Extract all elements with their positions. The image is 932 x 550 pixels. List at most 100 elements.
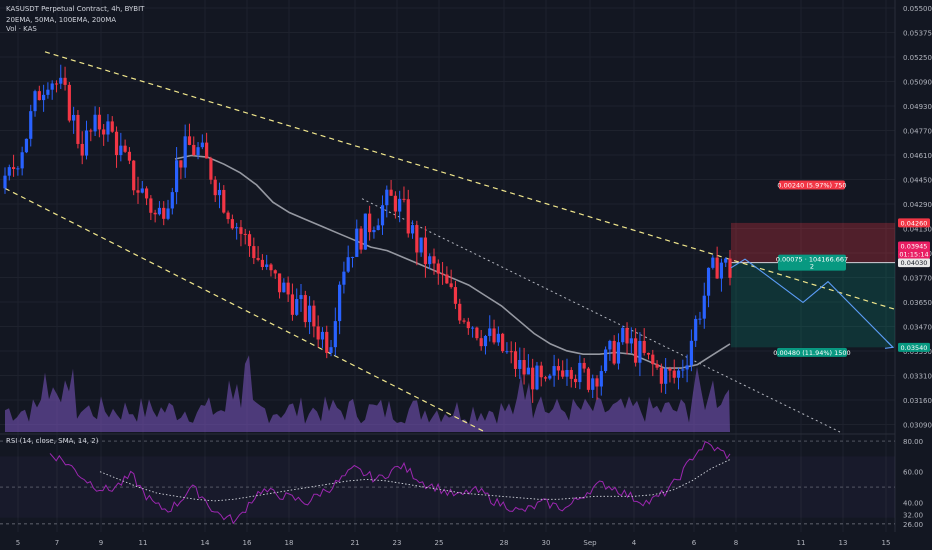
candle [685, 365, 689, 370]
position-label-text: 0.00480 (11.94%) 1500 [773, 349, 850, 357]
candle [153, 212, 157, 215]
candle [50, 83, 54, 90]
candle [20, 152, 24, 169]
candle [629, 338, 633, 344]
candle [501, 333, 505, 352]
candle [505, 351, 509, 353]
candle [273, 270, 277, 274]
time-tick-label: 11 [797, 539, 806, 547]
candle [123, 145, 127, 152]
price-tick-label: 0.03310 [903, 373, 932, 381]
candle [402, 198, 406, 200]
candle [724, 258, 728, 263]
candle [423, 237, 428, 265]
volume-legend[interactable]: Vol · KAS [6, 25, 37, 33]
candle [226, 212, 230, 220]
candle [11, 167, 16, 170]
candle [711, 257, 715, 268]
position-box[interactable] [731, 222, 895, 348]
projection-path[interactable] [730, 258, 895, 349]
price-tag [898, 249, 930, 259]
time-tick-label: 25 [435, 539, 444, 547]
candle [578, 362, 582, 383]
candle [136, 190, 140, 193]
candle [428, 256, 432, 265]
candle [599, 371, 603, 387]
rsi-tick-label: 80.00 [903, 438, 923, 446]
position-label-text: 0.00240 (5.97%) 750 [777, 182, 846, 190]
candle [89, 130, 93, 132]
ma-legend[interactable]: 20EMA, 50MA, 100EMA, 200MA [6, 16, 117, 24]
candle [535, 365, 539, 390]
price-axis[interactable]: 0.05500 0.05375 0.05250 0.05090 0.04930 0.047… [903, 5, 932, 529]
candle [149, 198, 153, 213]
candle [719, 262, 724, 279]
price-tag-label: 0.04030 [901, 259, 928, 267]
candle [603, 349, 608, 372]
rsi-panel [0, 440, 895, 525]
candle [252, 246, 256, 259]
price-tag-label: 0.03540 [901, 344, 928, 352]
candle [67, 84, 71, 121]
candle [209, 158, 213, 180]
candle [16, 168, 20, 170]
rsi-legend[interactable]: RSI (14, close, SMA, 14, 2) [6, 437, 99, 445]
candle [222, 189, 226, 213]
candle [325, 331, 329, 353]
candle [625, 327, 629, 344]
candle [479, 338, 483, 347]
candle [269, 264, 273, 271]
rsi-tick-label: 26.00 [903, 521, 923, 529]
candle [389, 189, 393, 196]
candle [453, 287, 458, 304]
moving-average [174, 154, 731, 369]
rsi-sma-line [99, 459, 731, 502]
price-tick-label: 0.05500 [903, 5, 932, 13]
candle [591, 378, 595, 390]
rsi-tick-label: 32.00 [903, 512, 923, 520]
candle [608, 340, 612, 350]
candle [166, 208, 170, 219]
upper-channel-line [44, 51, 896, 310]
candle [290, 294, 295, 315]
position-label-sub: 2 [810, 263, 814, 271]
candle [634, 338, 638, 363]
candle [359, 228, 363, 250]
candle [119, 145, 123, 156]
price-tick-label: 0.04770 [903, 128, 932, 136]
candle [552, 366, 556, 376]
candle [445, 274, 449, 284]
candle [179, 160, 183, 168]
price-tick-label: 0.04930 [903, 103, 932, 111]
candle [531, 367, 535, 390]
candle [299, 295, 303, 300]
candle [539, 365, 543, 378]
trendlines[interactable] [4, 51, 896, 433]
price-tick-label: 0.05090 [903, 79, 932, 87]
candle [492, 328, 496, 343]
candle [80, 143, 84, 156]
candle [243, 233, 247, 235]
position-label-box [778, 254, 846, 271]
candle [333, 321, 337, 348]
candle [569, 369, 573, 379]
candle [616, 342, 621, 364]
candle [144, 188, 149, 199]
candle [205, 142, 209, 159]
candle [213, 179, 217, 196]
candle [97, 114, 101, 130]
candle [29, 111, 33, 139]
candle [247, 234, 252, 247]
candle [646, 352, 651, 355]
candle [676, 370, 681, 378]
candle [406, 199, 410, 234]
candle [320, 331, 325, 340]
candle [728, 258, 732, 278]
symbol-legend[interactable]: KASUSDT Perpetual Contract, 4h, BYBIT [6, 5, 145, 13]
position-labels: 0.00240 (5.97%) 750 0.00075 · 104166.6672… [773, 180, 851, 357]
time-tick-label: 16 [243, 539, 252, 547]
time-axis[interactable]: 5 7 9 11 14 16 18 21 23 25 28 30 Sep 4 6 8 11 13 15 [16, 539, 891, 547]
time-tick-label: 23 [393, 539, 402, 547]
